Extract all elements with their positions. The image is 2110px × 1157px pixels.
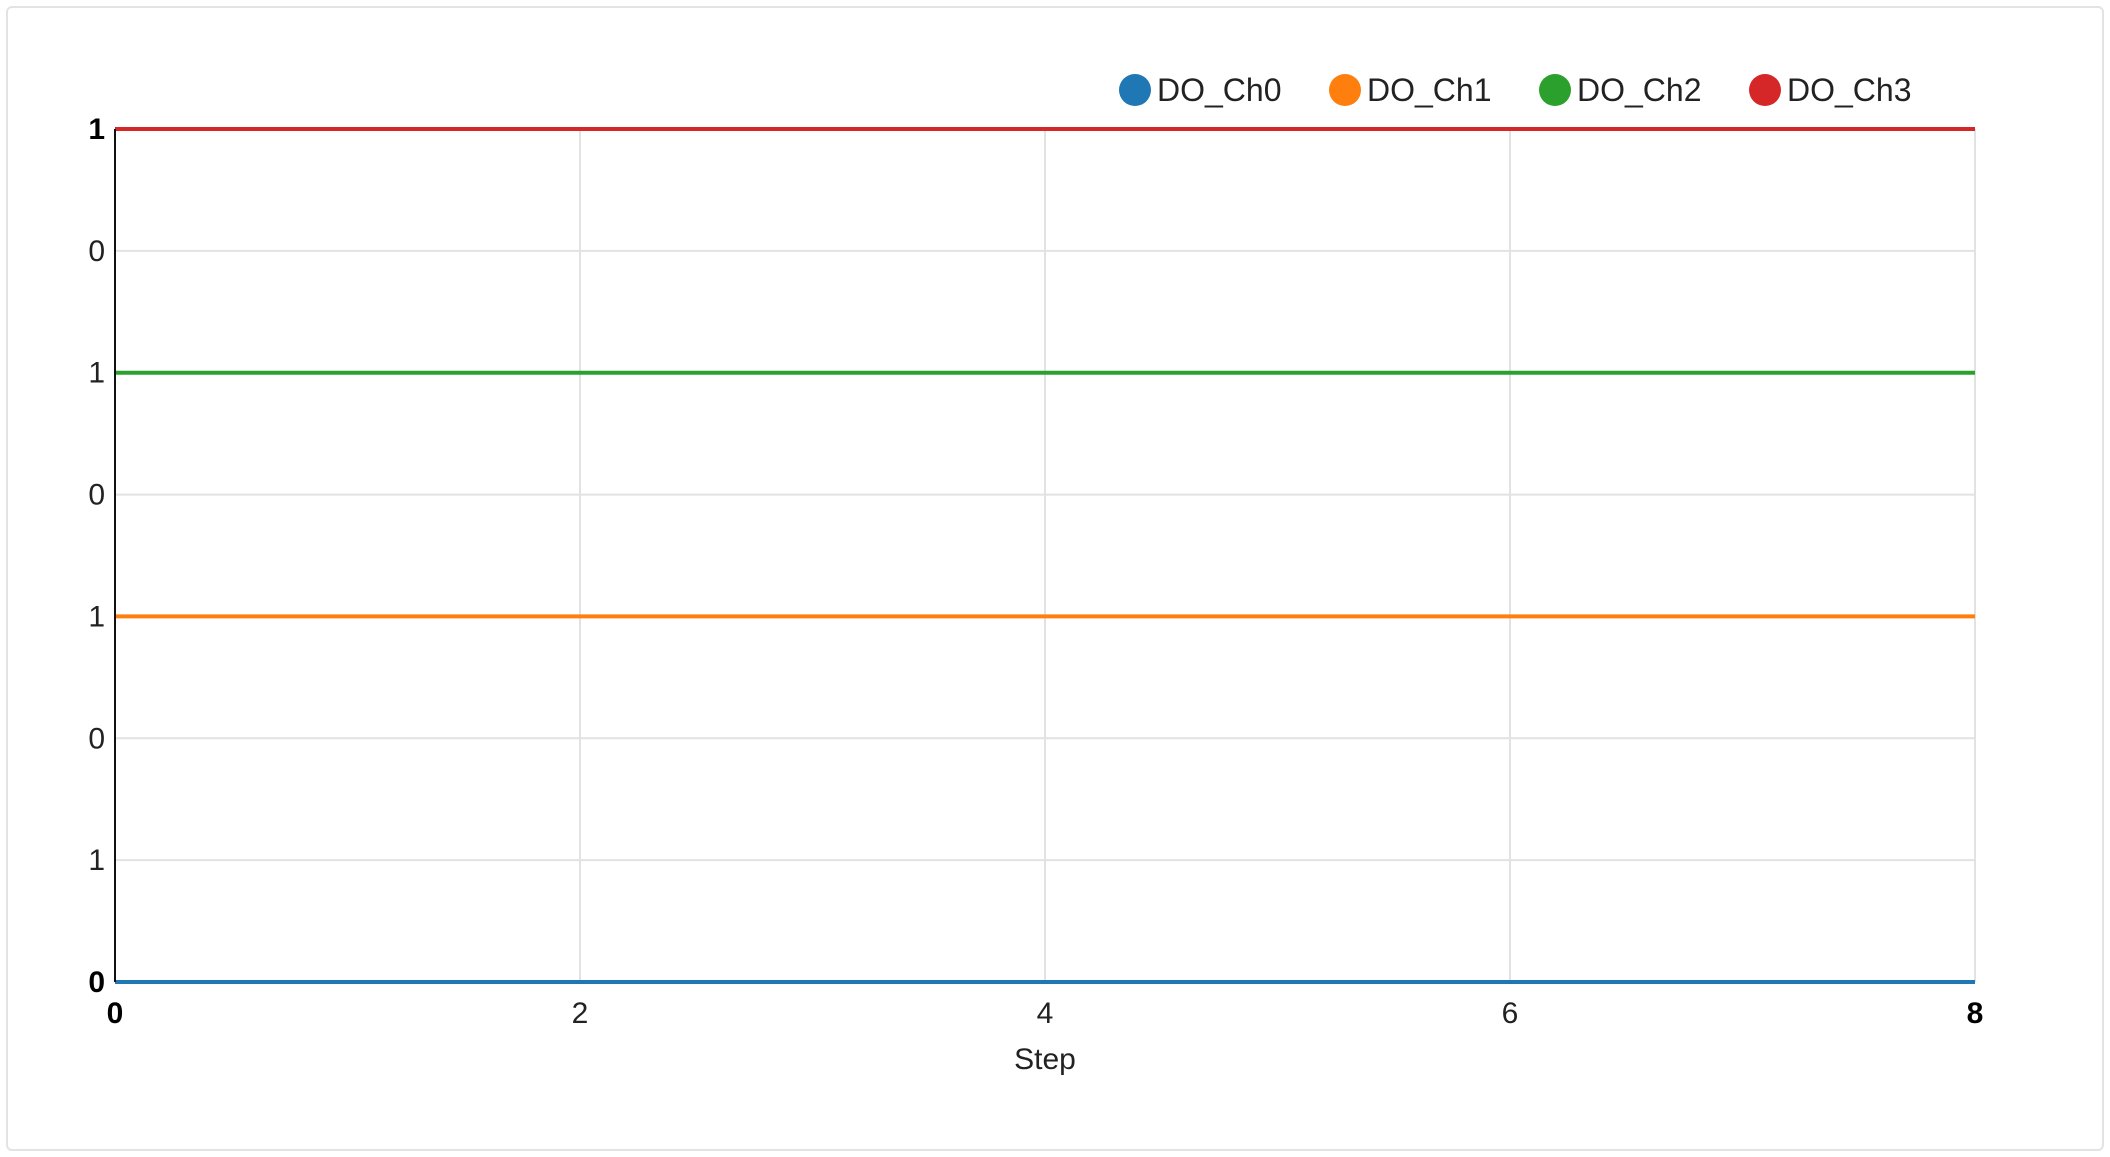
y-tick-label: 1 <box>88 357 105 390</box>
y-tick-label: 0 <box>88 479 105 512</box>
x-axis-title: Step <box>1014 1043 1076 1076</box>
legend-label: DO_Ch1 <box>1367 72 1492 108</box>
y-tick-label: 0 <box>88 722 105 755</box>
x-tick-label: 6 <box>1502 997 1519 1030</box>
y-tick-label: 1 <box>88 600 105 633</box>
x-tick-label: 0 <box>107 997 124 1030</box>
legend-swatch <box>1749 74 1781 106</box>
legend-label: DO_Ch0 <box>1157 72 1282 108</box>
legend-item-do_ch1[interactable]: DO_Ch1 <box>1329 72 1492 108</box>
y-tick-label: 0 <box>88 235 105 268</box>
legend-swatch <box>1119 74 1151 106</box>
legend-label: DO_Ch3 <box>1787 72 1912 108</box>
y-tick-label: 1 <box>88 113 105 146</box>
y-tick-label: 1 <box>88 844 105 877</box>
legend-item-do_ch0[interactable]: DO_Ch0 <box>1119 72 1282 108</box>
legend[interactable]: DO_Ch0 DO_Ch1 DO_Ch2 DO_Ch3 <box>1119 72 1912 108</box>
legend-item-do_ch2[interactable]: DO_Ch2 <box>1539 72 1702 108</box>
legend-swatch <box>1329 74 1361 106</box>
x-tick-label: 8 <box>1967 997 1984 1030</box>
legend-item-do_ch3[interactable]: DO_Ch3 <box>1749 72 1912 108</box>
x-tick-label: 4 <box>1037 997 1054 1030</box>
grid-layer <box>115 129 1975 982</box>
x-tick-label: 2 <box>572 997 589 1030</box>
legend-label: DO_Ch2 <box>1577 72 1702 108</box>
y-tick-label: 0 <box>88 966 105 999</box>
legend-swatch <box>1539 74 1571 106</box>
